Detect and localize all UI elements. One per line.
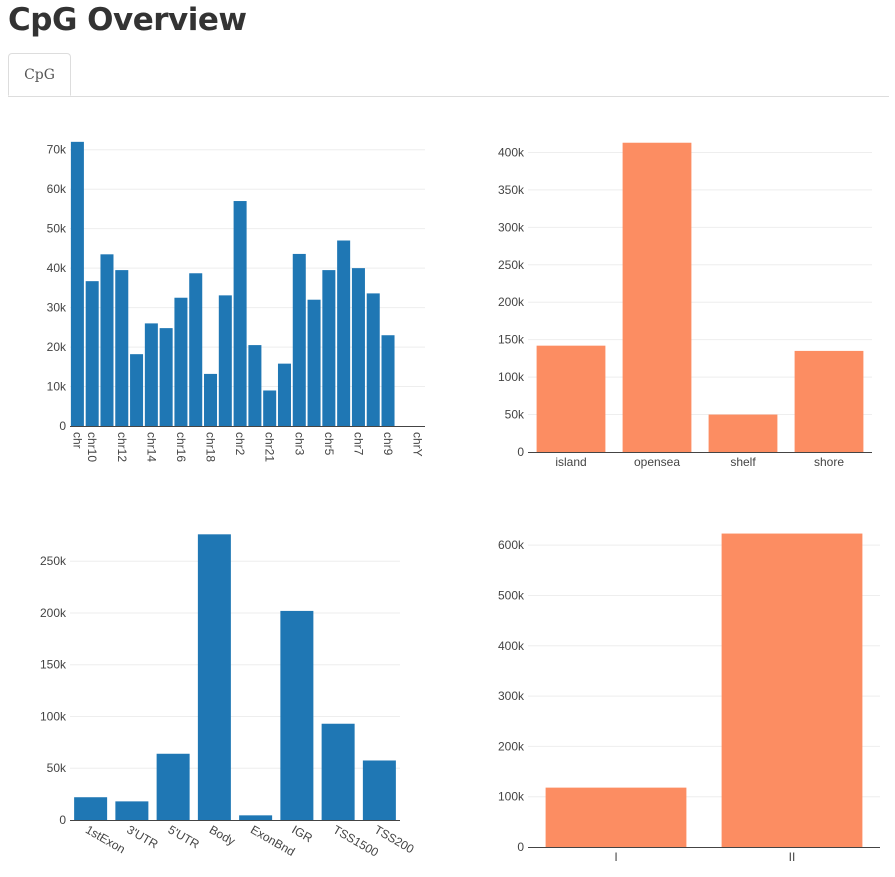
bar [100, 254, 114, 426]
x-tick-label: IGR [289, 822, 315, 845]
x-tick-label: II [789, 850, 796, 864]
chart-chromosome: 0 10k 20k 30k 40k 50k 60k 70k chr chr10 chr12 chr14… [47, 141, 425, 462]
bar [794, 350, 864, 452]
bar [159, 328, 173, 426]
bar [366, 293, 380, 426]
y-tick-label: 70k [47, 143, 67, 157]
y-tick-label: 100k [498, 790, 525, 804]
y-tick-label: 0 [59, 813, 66, 827]
bar [144, 323, 158, 426]
y-tick-label: 300k [498, 689, 525, 703]
y-tick-label: 100k [40, 709, 67, 723]
x-tick-label: opensea [634, 455, 680, 469]
x-tick-label: chr [70, 432, 84, 449]
x-tick-label: 3'UTR [124, 822, 160, 851]
y-tick-label: 600k [498, 538, 525, 552]
bar [321, 723, 355, 820]
bar [70, 141, 84, 426]
y-tick-label: 0 [59, 419, 66, 433]
y-tick-label: 250k [498, 258, 525, 272]
y-tick-label: 200k [40, 606, 67, 620]
bar [197, 534, 231, 820]
bar [74, 797, 108, 820]
y-tick-label: 150k [498, 333, 525, 347]
x-tick-label: chr12 [115, 432, 129, 462]
x-tick-label: chr5 [322, 432, 336, 456]
x-tick-label: shelf [730, 455, 756, 469]
y-tick-label: 50k [505, 408, 525, 422]
tab-bar: CpG [8, 53, 889, 97]
y-tick-label: 60k [47, 182, 67, 196]
bar [337, 240, 351, 426]
x-tick-label: chr3 [292, 432, 306, 456]
x-tick-label: 5'UTR [166, 822, 202, 851]
x-tick-label: ExonBnd [248, 822, 297, 858]
x-tick-label: chr10 [85, 432, 99, 462]
y-tick-label: 20k [47, 340, 67, 354]
y-tick-label: 250k [40, 554, 67, 568]
bar [322, 270, 336, 426]
y-tick-label: 0 [517, 445, 524, 459]
x-tick-label: chrY [411, 432, 425, 457]
y-tick-label: 300k [498, 220, 525, 234]
bar [292, 253, 306, 426]
x-tick-label: Body [207, 822, 238, 848]
bar [708, 414, 778, 452]
x-tick-label: chr16 [174, 432, 188, 462]
bar [536, 345, 606, 452]
x-tick-label: chr2 [233, 432, 247, 456]
y-tick-label: 400k [498, 145, 525, 159]
y-tick-label: 350k [498, 183, 525, 197]
x-tick-label: chr18 [204, 432, 218, 462]
bar [115, 270, 129, 426]
bar [156, 753, 190, 820]
x-tick-label: chr21 [263, 432, 277, 462]
y-tick-label: 50k [47, 222, 67, 236]
y-tick-label: 200k [498, 739, 525, 753]
y-tick-label: 500k [498, 588, 525, 602]
y-tick-label: 400k [498, 639, 525, 653]
x-tick-label: chr14 [144, 432, 158, 462]
y-tick-label: 150k [40, 658, 67, 672]
bar [263, 390, 277, 426]
bar [721, 533, 863, 847]
x-tick-label: shore [814, 455, 844, 469]
bar [381, 335, 395, 426]
x-tick-label: chr9 [381, 432, 395, 456]
bar [248, 345, 262, 426]
chart-relation-to-island: 0 50k 100k 150k 200k 250k 300k 350k 400k island op… [498, 142, 872, 469]
bar [622, 142, 692, 452]
bar [85, 281, 99, 426]
page-title: CpG Overview [8, 2, 247, 38]
x-tick-label: island [555, 455, 586, 469]
y-tick-label: 30k [47, 301, 67, 315]
x-tick-label: chr7 [351, 432, 365, 456]
bar [233, 201, 247, 426]
bar [218, 295, 232, 426]
y-tick-label: 200k [498, 295, 525, 309]
x-tick-label: 1stExon [83, 822, 128, 856]
bar [189, 273, 203, 426]
bar [115, 801, 149, 820]
y-tick-label: 40k [47, 261, 67, 275]
bar [174, 297, 188, 426]
tab-cpg[interactable]: CpG [8, 53, 71, 96]
y-tick-label: 0 [517, 840, 524, 854]
bar [204, 373, 218, 426]
bar [130, 354, 144, 426]
bar [362, 760, 396, 820]
bar [307, 299, 321, 426]
bar [351, 268, 365, 426]
y-tick-label: 50k [47, 761, 67, 775]
x-tick-label: I [614, 850, 617, 864]
bar [545, 787, 687, 847]
bar [277, 363, 291, 426]
x-tick-label: TSS1500 [331, 822, 382, 859]
y-tick-label: 10k [47, 380, 67, 394]
bar [280, 610, 314, 820]
y-tick-label: 100k [498, 370, 525, 384]
bar [239, 815, 273, 820]
